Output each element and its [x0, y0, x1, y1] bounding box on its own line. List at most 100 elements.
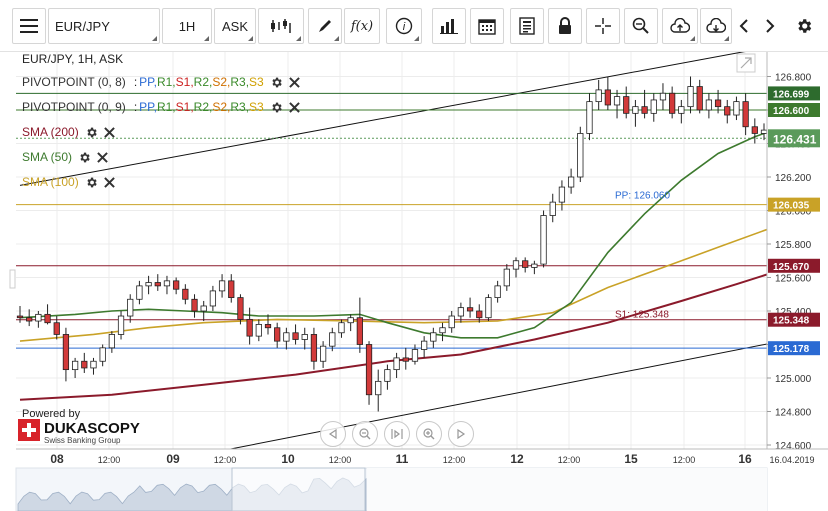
legend-name: SMA (100) — [22, 175, 79, 189]
legend-name: PIVOTPOINT (0, 9) — [22, 100, 126, 114]
candle — [329, 327, 336, 352]
zoom-button[interactable] — [624, 8, 658, 44]
y-tick-label: 125.000 — [775, 374, 812, 385]
sma100-line — [19, 228, 767, 342]
candle-body — [503, 268, 510, 287]
side-selector[interactable]: ASK — [214, 8, 256, 44]
lock-button[interactable] — [548, 8, 582, 44]
candle-body — [375, 380, 382, 396]
candle-body — [494, 285, 501, 298]
cloud-download-icon — [706, 18, 726, 33]
candle — [669, 86, 676, 119]
legend-level: R3, — [230, 100, 250, 114]
crosshair-button[interactable] — [586, 8, 620, 44]
magnifier-icon — [632, 17, 649, 34]
settings-button[interactable] — [790, 8, 818, 44]
zoom-out-button[interactable] — [352, 421, 378, 447]
play-right-icon — [457, 429, 466, 439]
download-button[interactable] — [700, 8, 732, 44]
candle-body — [558, 186, 566, 203]
legend-row[interactable]: SMA (200) — [22, 124, 115, 140]
close-icon[interactable] — [97, 151, 108, 163]
pan-right-button[interactable] — [448, 421, 474, 447]
scroll-right-button[interactable] — [758, 8, 782, 44]
x-tick-label: 12:00 — [673, 455, 696, 465]
candle — [283, 327, 290, 350]
sma200-line — [19, 273, 767, 401]
price-tag-bg — [768, 86, 820, 101]
candle — [191, 294, 198, 318]
candle-body — [329, 332, 336, 347]
price-tag-label: 125.348 — [773, 316, 810, 327]
close-icon[interactable] — [288, 101, 300, 113]
reset-view-button[interactable] — [384, 421, 410, 447]
candle — [485, 294, 492, 322]
legend-row[interactable]: PIVOTPOINT (0, 9) : PP, R1, S1, R2, S2, … — [22, 99, 300, 115]
y-tick-label: 124.600 — [775, 441, 812, 452]
y-tick-label: 125.800 — [775, 240, 812, 251]
candle-body — [669, 92, 676, 114]
candle-body — [108, 334, 115, 349]
candle — [705, 93, 713, 119]
scroll-left-button[interactable] — [732, 8, 756, 44]
candle — [182, 284, 189, 305]
x-tick-label: 16.04.2019 — [769, 455, 814, 465]
close-icon[interactable] — [103, 176, 115, 188]
gear-icon[interactable] — [270, 101, 283, 114]
candle-body — [485, 297, 492, 319]
legend-row[interactable]: PIVOTPOINT (0, 8) : PP, R1, S1, R2, S2, … — [22, 74, 300, 90]
news-button[interactable] — [510, 8, 544, 44]
info-button[interactable]: i — [386, 8, 422, 44]
svg-text:i: i — [403, 21, 406, 33]
info-icon: i — [395, 17, 413, 35]
candle — [44, 304, 51, 325]
price-tag: 125.348 — [768, 312, 820, 327]
gear-icon[interactable] — [85, 176, 98, 189]
gear-icon[interactable] — [78, 151, 91, 164]
menu-button[interactable] — [12, 8, 46, 44]
chart-type-button[interactable] — [258, 8, 304, 44]
candle-body — [687, 86, 694, 108]
timeframe-selector[interactable]: 1H — [162, 8, 212, 44]
candle-body — [154, 282, 161, 287]
candle-body — [347, 317, 354, 324]
price-chart[interactable]: PP: 126.060 S1: 125.348 124.600 124.800 125.… — [0, 52, 828, 511]
candle — [53, 316, 60, 340]
x-tick-label: 12:00 — [558, 455, 581, 465]
gear-icon[interactable] — [85, 126, 98, 139]
calendar-button[interactable] — [470, 8, 504, 44]
legend-row[interactable]: SMA (100) — [22, 174, 115, 190]
bar-chart-icon — [440, 19, 458, 34]
legend-row[interactable]: SMA (50) — [22, 149, 108, 165]
x-tick-label: 12:00 — [214, 455, 237, 465]
pan-left-button[interactable] — [320, 421, 346, 447]
drawing-tool-button[interactable] — [308, 8, 342, 44]
side-label: ASK — [221, 18, 248, 34]
zoom-in-button[interactable] — [416, 421, 442, 447]
legend-controls — [270, 101, 300, 114]
symbol-selector[interactable]: EUR/JPY — [48, 8, 160, 44]
close-icon[interactable] — [288, 76, 300, 88]
close-icon[interactable] — [103, 126, 115, 138]
fit-icon — [391, 429, 403, 439]
level-annotation: PP: 126.060 — [615, 190, 670, 201]
price-tag-bg — [768, 129, 820, 148]
candle — [595, 79, 602, 110]
candle — [659, 83, 667, 110]
candle — [228, 274, 235, 303]
upload-button[interactable] — [662, 8, 698, 44]
legend-name: SMA (200) — [22, 125, 79, 139]
fx-label: f(x) — [350, 18, 374, 34]
candle — [127, 294, 134, 323]
play-left-icon — [328, 429, 337, 439]
candle-body — [604, 89, 611, 106]
candle — [439, 322, 446, 342]
gear-icon[interactable] — [270, 76, 283, 89]
candle — [209, 285, 217, 311]
volume-button[interactable] — [432, 8, 466, 44]
price-tag-bg — [768, 341, 820, 356]
indicators-button[interactable]: f(x) — [344, 8, 380, 44]
candle — [264, 314, 272, 335]
chart-area[interactable]: PP: 126.060 S1: 125.348 124.600 124.800 125.… — [0, 52, 828, 511]
candle-body — [301, 334, 308, 340]
